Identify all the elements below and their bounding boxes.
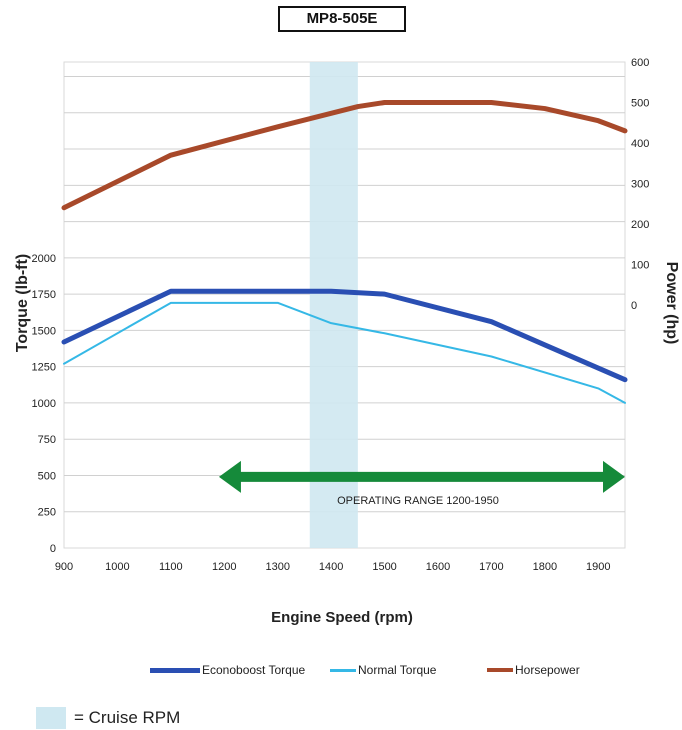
- y-tick-label-right: 400: [631, 138, 649, 150]
- legend-item-normal: Normal Torque: [330, 663, 436, 677]
- legend-item-econoboost: Econoboost Torque: [150, 663, 305, 677]
- y-tick-label-left: 1500: [32, 325, 56, 337]
- x-tick-label: 1700: [479, 561, 503, 573]
- axis-ticks: 0 250 500 750 1000 1250 1500 1750 2000 0 100 200 300…: [32, 57, 650, 573]
- x-tick-label: 1300: [265, 561, 289, 573]
- y-tick-label-left: 1750: [32, 289, 56, 301]
- y-tick-label-left: 0: [50, 543, 56, 555]
- operating-range-arrow: [218, 460, 625, 493]
- series-line-econoboost-torque: [61, 288, 628, 383]
- cruise-rpm-label: = Cruise RPM: [74, 708, 181, 727]
- y-tick-label-left: 500: [38, 470, 56, 482]
- y-tick-label-left: 250: [38, 507, 56, 519]
- x-tick-label: 1500: [372, 561, 396, 573]
- x-tick-label: 1400: [319, 561, 343, 573]
- legend-item-horsepower: Horsepower: [487, 663, 580, 677]
- cruise-rpm-swatch: [36, 707, 66, 729]
- x-tick-label: 1200: [212, 561, 236, 573]
- legend-label-normal: Normal Torque: [358, 663, 437, 677]
- y-tick-label-right: 100: [631, 260, 649, 272]
- series-line-horsepower: [61, 100, 628, 211]
- legend-label-econoboost: Econoboost Torque: [202, 663, 306, 677]
- legend-swatch-normal: [330, 668, 356, 672]
- series-lines: [61, 100, 628, 404]
- operating-range: OPERATING RANGE 1200-1950: [218, 460, 625, 507]
- x-axis-label: Engine Speed (rpm): [271, 609, 413, 626]
- y-tick-label-left: 750: [38, 434, 56, 446]
- y-tick-label-right: 600: [631, 57, 649, 69]
- y-axis-label-left: Torque (lb-ft): [14, 254, 31, 352]
- x-tick-label: 1100: [159, 561, 183, 573]
- x-tick-label: 1800: [533, 561, 557, 573]
- cruise-band-rect: [309, 62, 358, 548]
- x-tick-label: 900: [55, 561, 73, 573]
- y-tick-label-right: 300: [631, 179, 649, 191]
- series-line-normal-torque: [63, 301, 626, 404]
- y-tick-label-left: 2000: [32, 253, 56, 265]
- x-tick-label: 1900: [586, 561, 610, 573]
- legend-swatch-econoboost: [150, 667, 200, 673]
- y-tick-label-left: 1000: [32, 398, 56, 410]
- cruise-band: [309, 62, 358, 548]
- legend-swatch-horsepower: [487, 668, 513, 672]
- operating-range-label: OPERATING RANGE 1200-1950: [337, 495, 499, 507]
- y-tick-label-right: 200: [631, 219, 649, 231]
- legend: Econoboost Torque Normal Torque Horsepow…: [0, 663, 682, 685]
- y-axis-label-right: Power (hp): [663, 262, 680, 345]
- legend-label-horsepower: Horsepower: [515, 663, 580, 677]
- x-tick-label: 1000: [105, 561, 129, 573]
- x-tick-label: 1600: [426, 561, 450, 573]
- y-tick-label-right: 0: [631, 300, 637, 312]
- y-tick-label-right: 500: [631, 98, 649, 110]
- cruise-rpm-key: = Cruise RPM: [36, 707, 180, 729]
- y-tick-label-left: 1250: [32, 362, 56, 374]
- chart-title: MP8-505E: [278, 6, 406, 32]
